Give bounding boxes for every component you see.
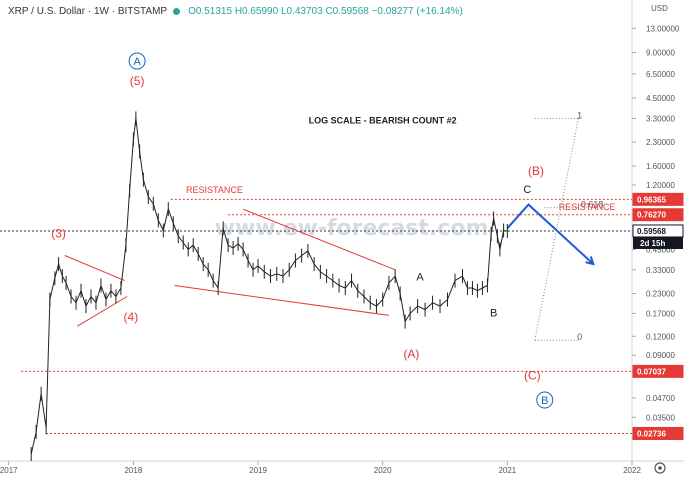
price-tag-3 (632, 364, 684, 378)
price-tag-4 (632, 426, 684, 440)
wedge-upper (242, 208, 396, 271)
watermark-text: www.ew-forecast.com (215, 216, 489, 241)
price-tag-label-3: 0.07037 (637, 367, 666, 376)
y-tick-label-4: 3.30000 (646, 114, 675, 123)
market-status-icon (173, 7, 181, 15)
annotation-5: (C) (524, 369, 541, 383)
chart-header: XRP / U.S. Dollar · 1W · BITSTAMP O0.5131… (8, 6, 463, 17)
price-tag-label-2: 0.59568 (637, 227, 666, 236)
annotation-14: LOG SCALE - BEARISH COUNT #2 (309, 116, 457, 126)
annotation-6: A (416, 272, 424, 284)
y-tick-label-11: 0.17000 (646, 309, 675, 318)
circled-label-text-1: B (541, 395, 548, 407)
y-tick-label-2: 6.50000 (646, 70, 675, 79)
price-tag-0 (632, 192, 684, 206)
x-tick-label-0: 2017 (0, 466, 18, 475)
symbol-label[interactable]: XRP / U.S. Dollar · 1W · BITSTAMP (8, 6, 168, 17)
price-series-group (30, 111, 508, 462)
ohlc-readout: O0.51315 H0.65990 L0.43703 C0.59568 −0.0… (188, 6, 463, 17)
annotation-3: (A) (403, 347, 419, 361)
y-tick-label-13: 0.09000 (646, 351, 675, 360)
gear-hub (658, 466, 662, 470)
price-tag-label-4: 0.02736 (637, 429, 666, 438)
x-tick-label-5: 2022 (623, 466, 641, 475)
gear-ring (654, 462, 666, 474)
x-tick-label-1: 2018 (124, 466, 142, 475)
settings-gear-icon[interactable] (654, 462, 666, 474)
annotation-1: (3) (51, 226, 66, 240)
triangle-1-upper (64, 255, 125, 282)
y-tick-label-1: 9.00000 (646, 48, 675, 57)
price-tag-1 (632, 208, 684, 222)
y-tick-label-15: 0.03500 (646, 413, 675, 422)
annotation-0: (5) (130, 74, 145, 88)
price-series-line (30, 118, 508, 455)
annotation-12: RESISTANCE (186, 185, 243, 195)
projection-path (506, 203, 595, 265)
annotation-8: C (523, 184, 531, 196)
y-tick-label-14: 0.04700 (646, 394, 675, 403)
wedge-lower (174, 285, 389, 316)
countdown-label: 2d 15h (640, 239, 665, 248)
circled-label-ring-1 (536, 391, 554, 409)
triangle-1-lower (77, 296, 128, 327)
projection-arrow-head (585, 256, 595, 266)
y-tick-label-8: 0.45000 (646, 245, 675, 254)
annotation-2: (4) (124, 310, 139, 324)
y-tick-label-3: 4.50000 (646, 94, 675, 103)
x-tick-label-3: 2020 (374, 466, 392, 475)
y-tick-label-5: 2.30000 (646, 138, 675, 147)
x-tick-label-2: 2019 (249, 466, 267, 475)
y-tick-label-10: 0.23000 (646, 290, 675, 299)
circled-label-ring-0 (128, 52, 146, 70)
x-tick-label-4: 2021 (498, 466, 516, 475)
price-tag-label-0: 0.96365 (637, 195, 666, 204)
currency-label: USD (651, 4, 668, 13)
y-tick-label-12: 0.12000 (646, 332, 675, 341)
y-tick-label-7: 1.20000 (646, 181, 675, 190)
annotation-7: B (490, 308, 497, 320)
annotation-4: (B) (528, 164, 544, 178)
annotation-11: 0 (577, 332, 582, 342)
annotation-10: 1 (577, 110, 582, 120)
y-tick-label-0: 13.00000 (646, 24, 680, 33)
countdown-tag (633, 236, 683, 249)
y-tick-label-6: 1.60000 (646, 162, 675, 171)
y-tick-label-9: 0.33000 (646, 266, 675, 275)
price-tag-label-1: 0.76270 (637, 211, 666, 220)
annotation-9: 0.618 (581, 200, 604, 210)
annotation-13: RESISTANCE (559, 202, 616, 212)
circled-label-text-0: A (133, 56, 141, 68)
